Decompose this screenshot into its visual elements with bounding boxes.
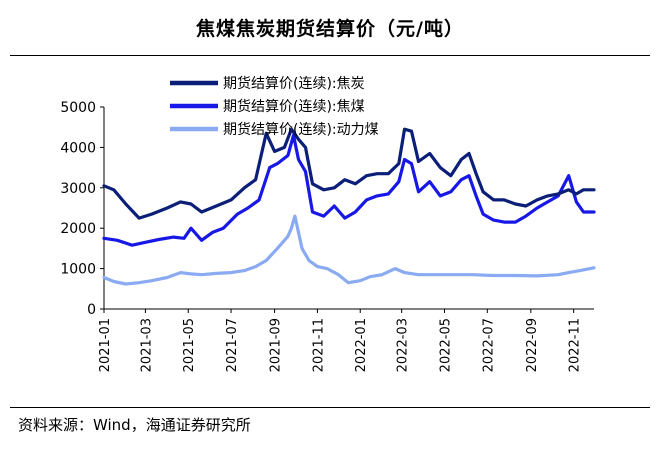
source-note: 资料来源：Wind，海通证券研究所 <box>18 416 251 434</box>
x-tick-label: 2022-11 <box>568 318 583 372</box>
y-tick-label: 3000 <box>60 181 96 197</box>
y-tick-label: 0 <box>87 302 96 318</box>
legend-label-1: 期货结算价(连续):焦煤 <box>223 98 365 115</box>
x-tick-label: 2021-09 <box>269 318 284 372</box>
y-tick-label: 1000 <box>60 262 96 278</box>
legend-label-2: 期货结算价(连续):动力煤 <box>223 121 379 138</box>
source-divider <box>10 407 650 408</box>
chart-axes: 0 1000 2000 3000 4000 5000 2021-01 2021-03 2021-… <box>60 100 594 372</box>
x-tick-label: 2022-05 <box>438 318 453 372</box>
y-tick-label: 4000 <box>60 140 96 156</box>
x-tick-label: 2022-09 <box>525 318 540 372</box>
x-tick-label: 2021-07 <box>225 318 240 372</box>
chart-title: 焦煤焦炭期货结算价（元/吨） <box>196 18 464 40</box>
x-tick-label: 2021-01 <box>98 318 113 372</box>
x-tick-label: 2021-05 <box>182 318 197 372</box>
series-line-1 <box>102 133 596 247</box>
y-tick-label: 2000 <box>60 221 96 237</box>
chart-series <box>102 127 596 286</box>
series-line-2 <box>102 214 596 286</box>
title-divider <box>10 55 650 56</box>
y-tick-label: 5000 <box>60 100 96 116</box>
series-line-0 <box>102 127 596 220</box>
x-tick-label: 2021-11 <box>311 318 326 372</box>
x-tick-label: 2022-03 <box>396 318 411 372</box>
x-tick-label: 2021-03 <box>139 318 154 372</box>
legend-label-0: 期货结算价(连续):焦炭 <box>223 75 365 92</box>
x-tick-label: 2022-07 <box>481 318 496 372</box>
x-tick-label: 2022-01 <box>354 318 369 372</box>
